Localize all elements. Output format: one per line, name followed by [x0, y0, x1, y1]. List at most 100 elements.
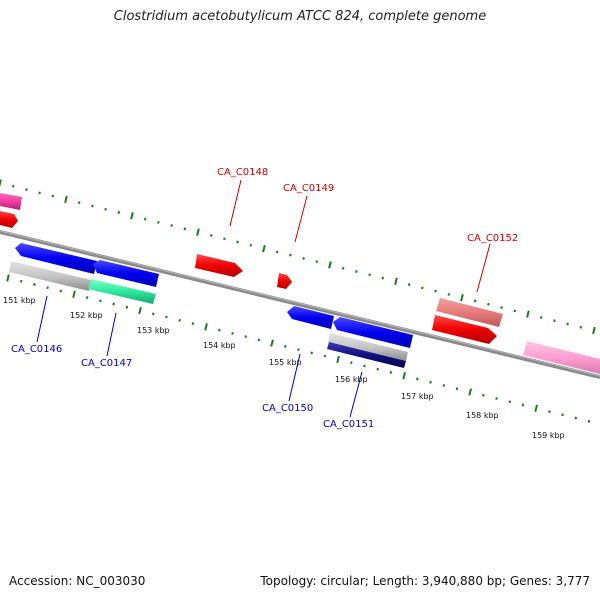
label-ca-c0148[interactable]: CA_C0148 — [217, 167, 268, 178]
reverse-tick-minor — [455, 387, 459, 391]
reverse-tick-minor — [257, 338, 261, 342]
leader-ca-c0147 — [106, 312, 117, 357]
forward-tick-minor — [434, 289, 437, 293]
forward-tick-minor — [539, 315, 543, 319]
leader-ca-c0149 — [294, 195, 308, 243]
reverse-tick-minor — [363, 364, 366, 368]
scale-label: 159 kbp — [532, 431, 565, 440]
forward-tick-minor — [275, 250, 279, 254]
forward-tick-minor — [117, 211, 121, 214]
gene-arrow-blue-2[interactable] — [93, 260, 159, 287]
gene-arrow-blue-1[interactable] — [15, 243, 97, 274]
label-ca-c0147[interactable]: CA_C0147 — [81, 358, 132, 369]
forward-tick-major — [460, 294, 464, 302]
forward-tick-minor — [236, 240, 239, 244]
reverse-tick-major — [204, 323, 208, 331]
gene-arrow-ca-c0148[interactable] — [195, 254, 243, 277]
reverse-tick-minor — [33, 283, 36, 286]
gene-band-navy[interactable] — [327, 342, 406, 368]
forward-tick-major — [394, 277, 398, 285]
forward-tick-minor — [38, 191, 41, 195]
forward-tick-minor — [487, 302, 490, 306]
reverse-tick-minor — [548, 410, 551, 413]
forward-tick-minor — [209, 234, 213, 237]
gene-arrow-ca-c0152[interactable] — [436, 298, 503, 327]
label-ca-c0151[interactable]: CA_C0151 — [323, 419, 374, 430]
gene-arrow-magenta[interactable] — [0, 193, 22, 210]
scale-label: 156 kbp — [335, 375, 368, 384]
reverse-tick-minor — [310, 351, 313, 355]
forward-tick-major — [592, 326, 596, 335]
reverse-tick-minor — [59, 289, 63, 293]
scale-label: 154 kbp — [203, 341, 236, 350]
label-ca-c0150[interactable]: CA_C0150 — [262, 403, 313, 414]
forward-tick-minor — [25, 188, 28, 191]
reverse-tick-minor — [191, 322, 195, 326]
gene-arrow-red-right[interactable] — [432, 315, 497, 344]
reverse-tick-major — [270, 339, 274, 347]
reverse-tick-minor — [587, 419, 591, 423]
gene-arrow-red-left[interactable] — [0, 211, 18, 228]
forward-tick-minor — [170, 224, 173, 228]
genome-backbone — [0, 230, 600, 379]
forward-tick-minor — [223, 237, 226, 241]
label-ca-c0146[interactable]: CA_C0146 — [11, 344, 62, 355]
forward-tick-minor — [407, 283, 411, 287]
reverse-tick-minor — [46, 286, 49, 290]
map-title: Clostridium acetobutylicum ATCC 824, com… — [113, 9, 487, 24]
gene-band-gray-2[interactable] — [328, 333, 408, 361]
gene-arrow-ca-c0149[interactable] — [277, 273, 292, 289]
forward-tick-minor — [157, 220, 160, 224]
label-ca-c0152[interactable]: CA_C0152 — [467, 233, 518, 244]
gene-arrow-ca-c0151[interactable] — [333, 317, 413, 348]
forward-tick-minor — [183, 227, 187, 231]
reverse-tick-minor — [508, 400, 512, 404]
reverse-tick-minor — [284, 344, 287, 348]
leader-ca-c0152 — [476, 243, 491, 293]
forward-scale-ticks — [0, 179, 596, 335]
scale-label: 151 kbp — [3, 296, 36, 305]
reverse-tick-major — [336, 355, 340, 364]
gene-band-green[interactable] — [88, 279, 156, 304]
reverse-tick-minor — [112, 302, 115, 306]
accession-text: Accession: NC_003030 — [9, 574, 146, 588]
leader-ca-c0148 — [229, 179, 242, 227]
reverse-tick-major — [534, 404, 538, 412]
gene-arrow-ca-c0150[interactable] — [287, 306, 334, 329]
forward-tick-minor — [91, 204, 94, 208]
forward-tick-minor — [249, 243, 253, 247]
label-ca-c0149[interactable]: CA_C0149 — [283, 183, 334, 194]
forward-tick-minor — [289, 253, 292, 257]
forward-tick-major — [0, 179, 2, 187]
reverse-tick-major — [138, 306, 142, 315]
forward-tick-minor — [355, 270, 358, 273]
reverse-tick-minor — [85, 296, 89, 299]
reverse-scale-ticks — [6, 274, 591, 423]
forward-tick-minor — [104, 207, 107, 211]
scale-label: 158 kbp — [466, 411, 499, 420]
forward-tick-major — [262, 244, 266, 253]
genome-summary-text: Topology: circular; Length: 3,940,880 bp… — [260, 574, 590, 588]
forward-tick-minor — [553, 319, 556, 323]
forward-tick-major — [130, 212, 134, 220]
forward-tick-minor — [566, 322, 569, 326]
reverse-tick-minor — [416, 377, 419, 381]
reverse-tick-minor — [244, 335, 247, 339]
reverse-tick-major — [402, 372, 406, 380]
reverse-tick-minor — [561, 413, 564, 417]
reverse-tick-minor — [495, 397, 498, 400]
reverse-tick-minor — [152, 312, 155, 316]
forward-tick-major — [526, 310, 530, 318]
forward-tick-major — [196, 228, 200, 236]
reverse-tick-minor — [19, 279, 23, 283]
forward-tick-minor — [473, 299, 477, 303]
reverse-tick-minor — [165, 315, 168, 319]
reverse-tick-minor — [125, 305, 129, 309]
reverse-tick-minor — [376, 367, 379, 371]
scale-labels: 151 kbp 152 kbp 153 kbp 154 kbp 155 kbp … — [3, 296, 565, 440]
forward-tick-minor — [421, 286, 424, 290]
gene-band-gray-1[interactable] — [9, 261, 91, 291]
forward-tick-major — [328, 261, 332, 269]
gene-arrow-pink[interactable] — [523, 341, 600, 374]
